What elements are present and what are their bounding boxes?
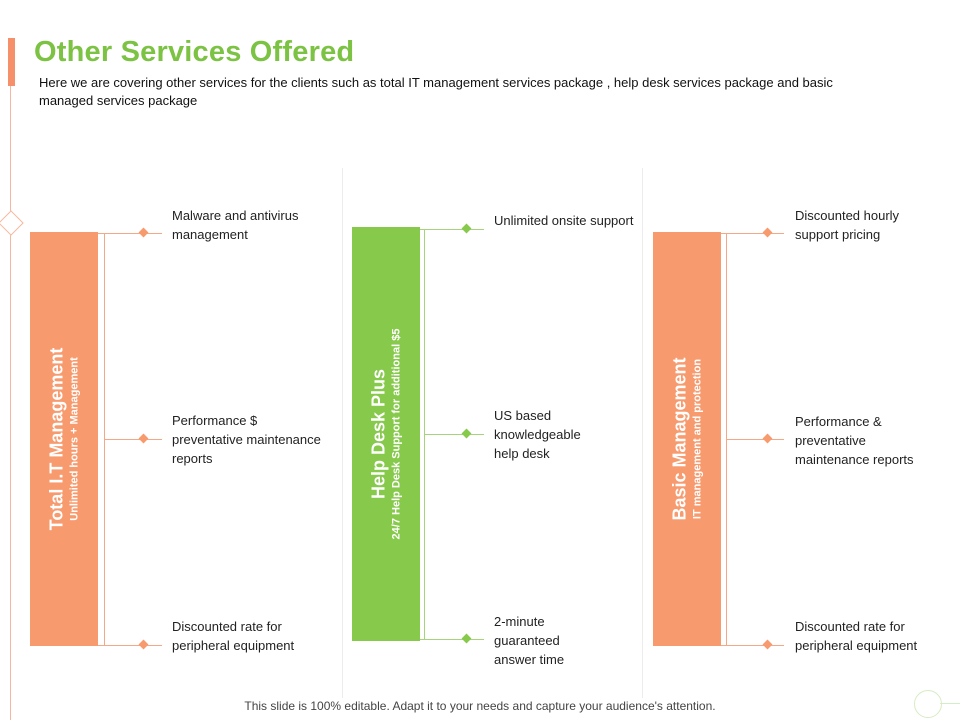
package-subtitle: IT management and protection xyxy=(691,358,704,520)
connector-branch xyxy=(424,229,484,230)
package-name: Total I.T Management xyxy=(46,347,67,531)
package-panel-text: Total I.T Management Unlimited hours + M… xyxy=(46,348,83,531)
column-divider xyxy=(642,168,643,698)
bullet-diamond-icon xyxy=(461,633,472,644)
page-subtitle: Here we are covering other services for … xyxy=(39,75,833,108)
service-item: Unlimited onsite support xyxy=(494,213,634,228)
service-item: Performance & preventative maintenance r… xyxy=(795,414,914,467)
package-panel: Help Desk Plus 24/7 Help Desk Support fo… xyxy=(352,227,420,641)
service-item: 2-minute guaranteed answer time xyxy=(494,614,565,667)
bullet-diamond-icon xyxy=(762,227,773,238)
bullet-diamond-icon xyxy=(138,639,149,650)
corner-decoration-circle xyxy=(914,690,942,718)
bullet-diamond-icon xyxy=(461,223,472,234)
connector-stub xyxy=(98,645,104,646)
service-item: Performance $ preventative maintenance r… xyxy=(172,413,321,466)
connector-branch xyxy=(424,639,484,640)
corner-decoration-line xyxy=(940,703,960,704)
connector-stub xyxy=(420,229,424,230)
page-title: Other Services Offered xyxy=(34,36,355,68)
connector-branch xyxy=(726,645,784,646)
connector-branch xyxy=(104,645,162,646)
left-decorative-diamond xyxy=(0,210,24,236)
connector-branch xyxy=(726,233,784,234)
package-subtitle: Unlimited hours + Management xyxy=(68,357,81,521)
bullet-diamond-icon xyxy=(138,433,149,444)
bullet-diamond-icon xyxy=(138,227,149,238)
connector-branch xyxy=(104,439,162,440)
package-panel-text: Basic Management IT management and prote… xyxy=(669,357,706,520)
connector-stub xyxy=(420,639,424,640)
connector-stub xyxy=(721,233,726,234)
package-panel-text: Help Desk Plus 24/7 Help Desk Support fo… xyxy=(368,329,405,540)
package-name: Help Desk Plus xyxy=(368,368,389,500)
connector-branch xyxy=(726,439,784,440)
connector-branch xyxy=(424,434,484,435)
column-divider xyxy=(342,168,343,698)
title-accent-bar xyxy=(8,38,15,86)
bullet-diamond-icon xyxy=(762,639,773,650)
service-item: Discounted hourly support pricing xyxy=(795,208,900,242)
bullet-diamond-icon xyxy=(461,428,472,439)
connector-branch xyxy=(104,233,162,234)
connector-stub xyxy=(721,645,726,646)
package-name: Basic Management xyxy=(669,357,690,521)
connector-stub xyxy=(98,233,104,234)
service-item: US based knowledgeable help desk xyxy=(494,408,581,461)
footer-note: This slide is 100% editable. Adapt it to… xyxy=(244,699,716,713)
package-panel: Total I.T Management Unlimited hours + M… xyxy=(30,232,98,646)
bullet-diamond-icon xyxy=(762,433,773,444)
package-panel: Basic Management IT management and prote… xyxy=(653,232,721,646)
package-subtitle: 24/7 Help Desk Support for additional $5 xyxy=(390,328,403,540)
service-item: Malware and antivirus management xyxy=(172,208,299,242)
service-item: Discounted rate for peripheral equipment xyxy=(795,619,918,653)
left-decorative-rule xyxy=(10,86,11,720)
service-item: Discounted rate for peripheral equipment xyxy=(172,619,295,653)
